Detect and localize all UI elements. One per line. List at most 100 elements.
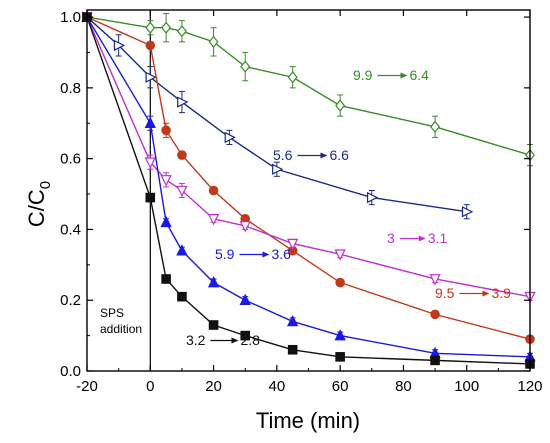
- data-point: [177, 96, 189, 108]
- series-label-2: 9.5 3.9: [435, 285, 511, 301]
- y-tick-label: 0.0: [60, 363, 81, 380]
- series-label-start: 3.2: [186, 332, 206, 348]
- y-axis-label: C/C0: [24, 181, 54, 227]
- series-label-arrowhead: [262, 251, 270, 258]
- series-3: [81, 12, 536, 304]
- series-line: [86, 16, 467, 213]
- data-point: [160, 215, 172, 228]
- data-point: [335, 99, 346, 112]
- data-point: [177, 291, 187, 302]
- data-point: [207, 214, 220, 226]
- series-label-end: 3.1: [428, 230, 448, 246]
- data-point: [366, 191, 379, 204]
- data-point: [430, 355, 440, 366]
- series-label-end: 3.6: [271, 246, 291, 262]
- series-label-start: 3: [387, 230, 395, 246]
- data-point: [335, 277, 345, 288]
- y-tick-label: 0.8: [60, 80, 81, 97]
- data-point: [208, 185, 219, 196]
- data-point: [144, 116, 156, 129]
- series-0: [82, 10, 535, 167]
- data-point: [287, 314, 299, 327]
- series-1: [82, 11, 474, 220]
- data-point: [461, 206, 474, 218]
- svg-text:C/C0: C/C0: [24, 181, 54, 227]
- series-line: [86, 16, 531, 340]
- y-tick-label: 0.6: [60, 151, 81, 168]
- series-label-end: 3.9: [491, 285, 511, 301]
- data-point: [239, 293, 251, 306]
- series-label-0: 9.9 6.4: [353, 67, 429, 83]
- series-2: [82, 12, 535, 344]
- addition-label: addition: [100, 322, 142, 336]
- data-point: [113, 39, 126, 52]
- data-point: [145, 71, 157, 83]
- series-line: [86, 16, 531, 358]
- y-axis-label-main: C/C: [24, 189, 49, 227]
- series-label-arrowhead: [320, 152, 328, 159]
- series-label-1: 5.6 6.6: [273, 147, 349, 163]
- series-line: [86, 16, 531, 156]
- data-point: [272, 163, 284, 175]
- data-point: [430, 120, 441, 133]
- x-tick-label: -20: [76, 378, 98, 395]
- x-tick-label: 40: [269, 378, 286, 395]
- data-point: [224, 131, 236, 144]
- x-tick-label: 100: [454, 378, 479, 395]
- series-label-start: 9.5: [435, 285, 455, 301]
- x-tick-label: 80: [395, 378, 412, 395]
- series-label-arrowhead: [400, 72, 408, 79]
- series-label-arrowhead: [231, 337, 239, 344]
- data-point: [429, 274, 441, 286]
- data-point: [145, 192, 156, 203]
- y-tick-label: 1.0: [60, 9, 81, 26]
- x-tick-label: 120: [517, 378, 542, 395]
- series-label-3: 3 3.1: [387, 230, 447, 246]
- series-label-end: 2.8: [240, 332, 260, 348]
- series-line: [86, 16, 531, 365]
- data-point: [334, 329, 346, 341]
- data-point: [144, 157, 156, 169]
- series-label-start: 5.6: [273, 147, 293, 163]
- sps-label: SPS: [100, 306, 124, 320]
- data-point: [287, 238, 299, 251]
- series-label-4: 5.9 3.6: [215, 246, 291, 262]
- x-tick-label: 20: [205, 378, 222, 395]
- x-tick-label: 0: [146, 378, 154, 395]
- data-point: [161, 274, 171, 284]
- data-point: [145, 21, 156, 34]
- data-point: [161, 125, 171, 136]
- x-tick-label: 60: [332, 378, 349, 395]
- series-label-end: 6.6: [329, 147, 349, 163]
- data-point: [161, 21, 172, 34]
- data-point: [287, 344, 298, 355]
- data-point: [240, 330, 251, 341]
- data-point: [287, 71, 298, 84]
- data-point: [208, 320, 219, 330]
- data-point: [334, 249, 346, 261]
- data-point: [430, 309, 440, 320]
- axes: -20 0 20 40 60 80 100 120 0.0 0.2 0.4 0.6 0.8 1.0: [60, 9, 542, 395]
- y-tick-label: 0.4: [60, 221, 81, 238]
- data-point: [176, 25, 187, 38]
- data-point: [207, 275, 220, 288]
- annotations: SPS addition: [100, 306, 142, 336]
- series-label-arrowhead: [482, 290, 490, 297]
- data-point: [145, 40, 156, 51]
- data-point: [177, 150, 187, 160]
- data-point: [176, 185, 188, 198]
- series-label-5: 3.2 2.8: [186, 332, 260, 348]
- series-label-start: 5.9: [215, 246, 235, 262]
- series-label-end: 6.4: [409, 67, 429, 83]
- data-point: [176, 244, 188, 256]
- y-axis-label-sub: 0: [37, 181, 54, 189]
- series-label-start: 9.9: [353, 67, 373, 83]
- series-labels: 9.9 6.45.6 6.69.5 3.93 3.15.9 3.63.2 2.8: [186, 67, 511, 348]
- data-point: [208, 35, 219, 49]
- plot-area: [81, 10, 536, 371]
- y-tick-label: 0.2: [60, 292, 81, 309]
- series-4: [81, 10, 536, 362]
- x-axis-label: Time (min): [256, 408, 360, 433]
- data-point: [160, 175, 172, 187]
